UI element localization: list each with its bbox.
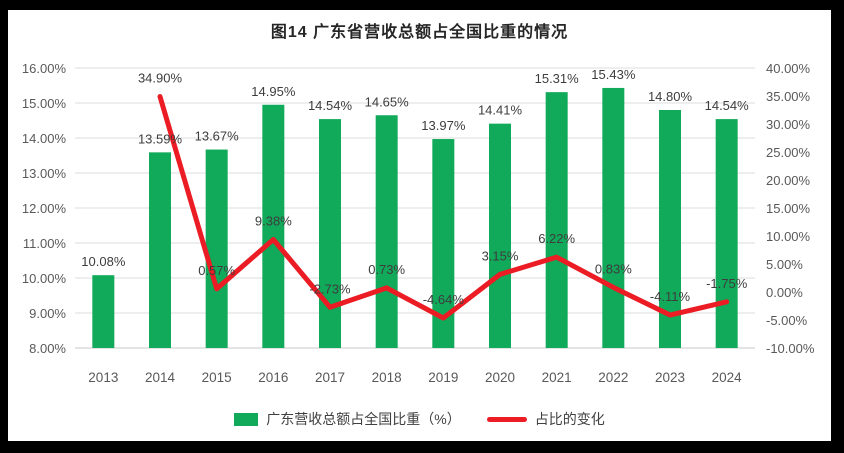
svg-text:2023: 2023: [655, 370, 685, 385]
svg-text:12.00%: 12.00%: [22, 201, 67, 216]
svg-text:5.00%: 5.00%: [766, 257, 803, 272]
svg-text:14.54%: 14.54%: [308, 98, 353, 113]
legend-item-bar-series: 广东营收总额占全国比重（%）: [234, 409, 461, 429]
svg-text:2016: 2016: [258, 370, 288, 385]
svg-text:-5.00%: -5.00%: [766, 313, 808, 328]
svg-text:-4.11%: -4.11%: [650, 289, 691, 304]
svg-text:15.00%: 15.00%: [22, 96, 67, 111]
svg-text:6.22%: 6.22%: [538, 231, 575, 246]
svg-text:20.00%: 20.00%: [766, 173, 811, 188]
chart-legend: 广东营收总额占全国比重（%） 占比的变化: [8, 409, 831, 429]
svg-text:-10.00%: -10.00%: [766, 341, 815, 356]
svg-text:0.00%: 0.00%: [766, 285, 803, 300]
svg-text:8.00%: 8.00%: [29, 341, 66, 356]
svg-text:2013: 2013: [88, 370, 118, 385]
svg-text:2017: 2017: [315, 370, 345, 385]
svg-text:0.57%: 0.57%: [198, 263, 235, 278]
svg-text:10.08%: 10.08%: [81, 254, 126, 269]
svg-text:14.65%: 14.65%: [365, 94, 410, 109]
svg-text:-1.75%: -1.75%: [706, 276, 748, 291]
svg-text:-2.73%: -2.73%: [309, 281, 351, 296]
svg-text:2015: 2015: [202, 370, 232, 385]
svg-text:14.00%: 14.00%: [22, 131, 67, 146]
svg-text:14.54%: 14.54%: [705, 98, 750, 113]
line-legend-swatch: [486, 416, 527, 422]
legend-item-line-series: 占比的变化: [486, 409, 605, 429]
svg-text:-4.64%: -4.64%: [423, 292, 465, 307]
chart-title: 图14 广东省营收总额占全国比重的情况: [270, 24, 569, 41]
svg-text:15.31%: 15.31%: [535, 71, 580, 86]
svg-text:2024: 2024: [712, 370, 743, 385]
svg-text:15.00%: 15.00%: [766, 201, 811, 216]
svg-text:0.73%: 0.73%: [368, 262, 405, 277]
svg-text:11.00%: 11.00%: [23, 236, 67, 251]
svg-text:9.38%: 9.38%: [255, 213, 292, 228]
svg-text:13.00%: 13.00%: [22, 166, 67, 181]
chart-panel: 图14 广东省营收总额占全国比重的情况 8.00% 9.00% 10.00% 11.0…: [8, 10, 831, 441]
svg-text:2014: 2014: [145, 370, 176, 385]
line-legend-label: 占比的变化: [534, 411, 605, 427]
svg-text:14.95%: 14.95%: [251, 84, 296, 99]
svg-text:10.00%: 10.00%: [22, 271, 67, 286]
svg-text:2020: 2020: [485, 370, 515, 385]
svg-text:30.00%: 30.00%: [766, 117, 811, 132]
svg-text:3.15%: 3.15%: [482, 248, 519, 263]
svg-text:2022: 2022: [598, 370, 628, 385]
svg-text:16.00%: 16.00%: [22, 61, 67, 76]
svg-text:9.00%: 9.00%: [29, 306, 66, 321]
bar-legend-label: 广东营收总额占全国比重（%）: [266, 411, 461, 427]
svg-text:0.83%: 0.83%: [595, 261, 632, 276]
svg-text:13.67%: 13.67%: [195, 129, 240, 144]
bar-legend-swatch: [234, 412, 259, 426]
svg-text:13.97%: 13.97%: [421, 118, 466, 133]
svg-text:34.90%: 34.90%: [138, 71, 183, 86]
svg-text:2018: 2018: [372, 370, 402, 385]
svg-text:14.41%: 14.41%: [478, 103, 523, 118]
chart-plot-area: 8.00% 9.00% 10.00% 11.00% 12.00% 13.00% 14.00%…: [22, 61, 815, 385]
svg-text:14.80%: 14.80%: [648, 89, 693, 104]
svg-text:35.00%: 35.00%: [766, 89, 811, 104]
svg-text:2021: 2021: [542, 370, 572, 385]
svg-text:13.59%: 13.59%: [138, 131, 183, 146]
svg-text:15.43%: 15.43%: [591, 67, 636, 82]
svg-text:2019: 2019: [428, 370, 458, 385]
svg-text:40.00%: 40.00%: [766, 61, 811, 76]
svg-text:10.00%: 10.00%: [766, 229, 811, 244]
svg-text:25.00%: 25.00%: [766, 145, 811, 160]
